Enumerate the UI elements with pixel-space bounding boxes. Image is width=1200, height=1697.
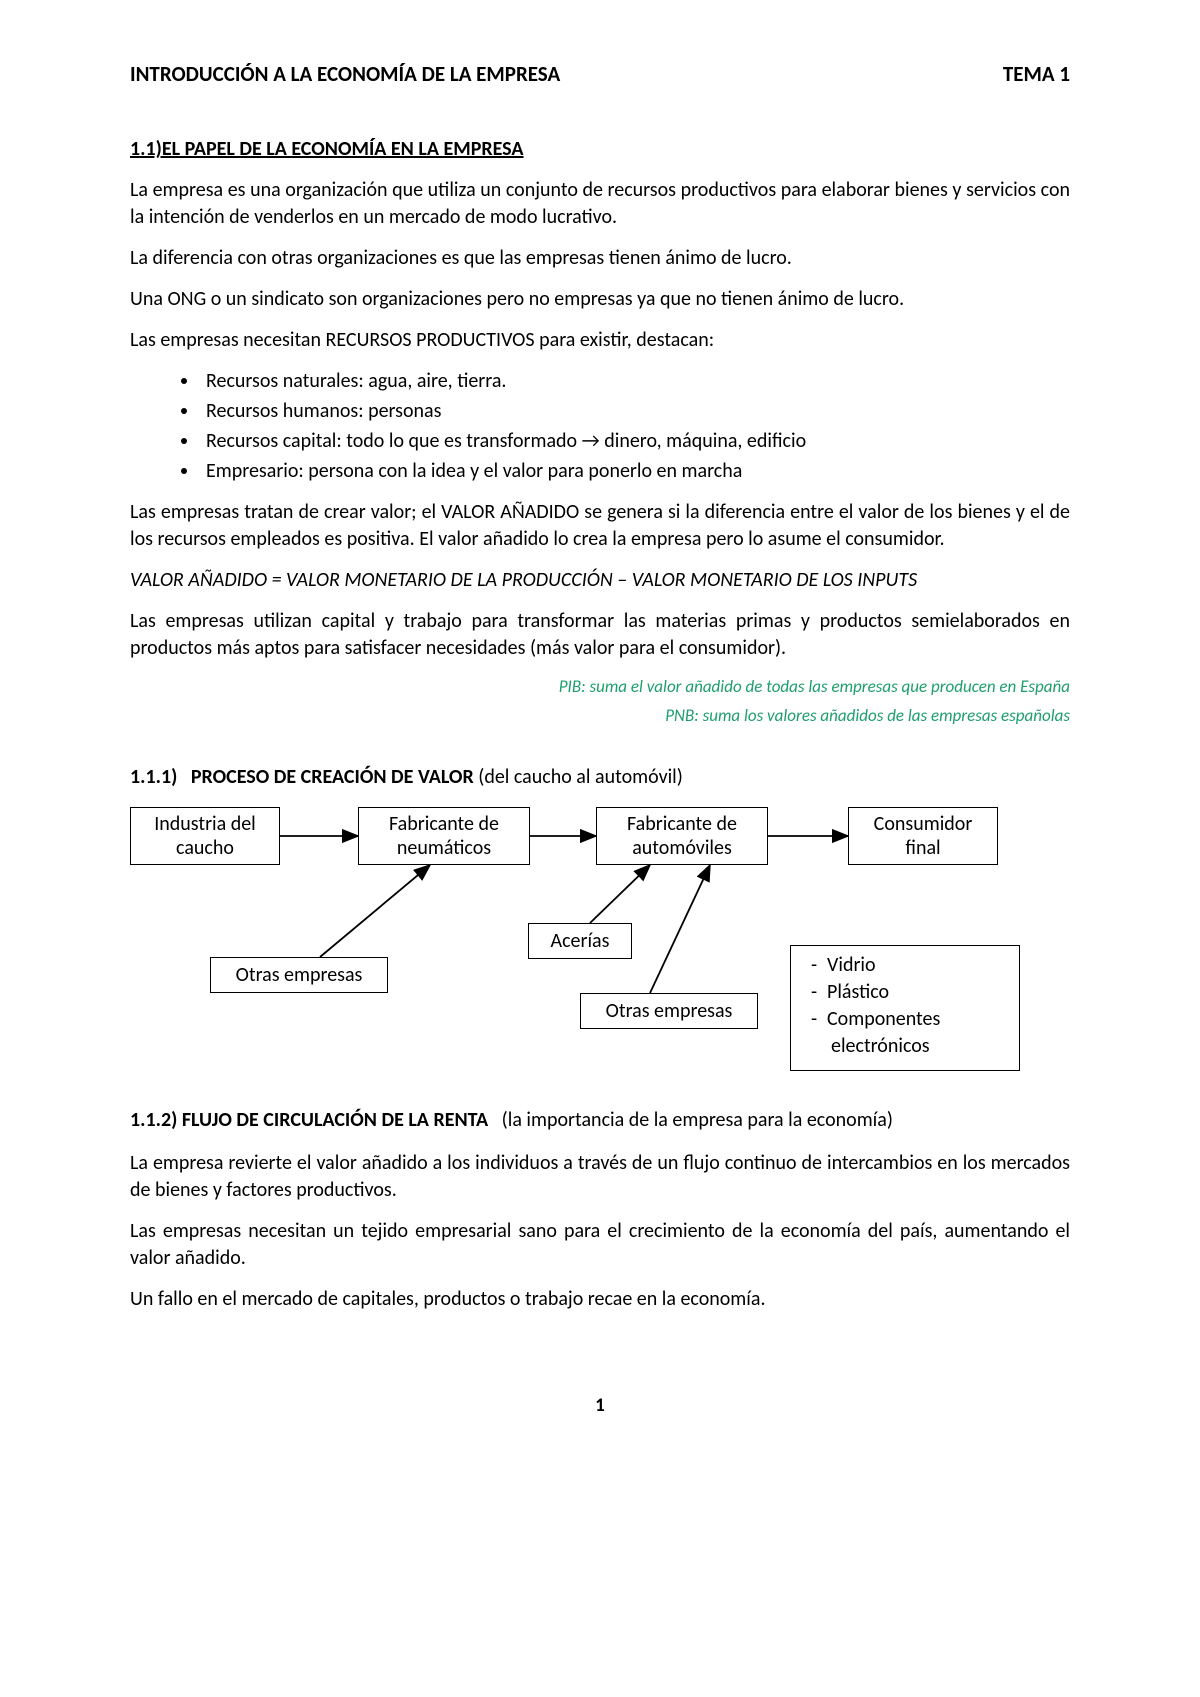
diagram-node-n4: Consumidor final (848, 807, 998, 865)
note-pib: PIB: suma el valor añadido de todas las … (130, 676, 1070, 699)
diagram-node-n1: Industria del caucho (130, 807, 280, 865)
para-112-2: Las empresas necesitan un tejido empresa… (130, 1218, 1070, 1272)
note-pnb: PNB: suma los valores añadidos de las em… (130, 705, 1070, 728)
diagram-node-n2: Fabricante de neumáticos (358, 807, 530, 865)
diagram-edge (650, 865, 710, 993)
subheading-number: 1.1.2) (130, 1108, 177, 1132)
para-5: Las empresas tratan de crear valor; el V… (130, 499, 1070, 553)
para-1: La empresa es una organización que utili… (130, 177, 1070, 231)
subheading-paren: (del caucho al automóvil) (478, 765, 683, 789)
diagram-node-n3: Fabricante de automóviles (596, 807, 768, 865)
diagram-node-n7: Otras empresas (580, 993, 758, 1029)
diagram-node-n5: Otras empresas (210, 957, 388, 993)
list-item: -Plástico (831, 979, 1003, 1006)
list-item: Empresario: persona con la idea y el val… (200, 458, 1070, 485)
diagram-node-n6: Acerías (528, 923, 632, 959)
diagram-listbox: -Vidrio-Plástico-Componentes electrónico… (790, 945, 1020, 1071)
section-1-1-2-heading: 1.1.2) FLUJO DE CIRCULACIÓN DE LA RENTA … (130, 1107, 1070, 1134)
formula-valor-anadido: VALOR AÑADIDO = VALOR MONETARIO DE LA PR… (130, 567, 1070, 594)
subheading-title: FLUJO DE CIRCULACIÓN DE LA RENTA (182, 1108, 488, 1132)
para-112-1: La empresa revierte el valor añadido a l… (130, 1150, 1070, 1204)
list-item: -Vidrio (831, 952, 1003, 979)
para-4: Las empresas necesitan RECURSOS PRODUCTI… (130, 327, 1070, 354)
para-112-3: Un fallo en el mercado de capitales, pro… (130, 1286, 1070, 1313)
para-2: La diferencia con otras organizaciones e… (130, 245, 1070, 272)
header-topic: TEMA 1 (1003, 60, 1070, 88)
section-1-1-heading: 1.1)EL PAPEL DE LA ECONOMÍA EN LA EMPRES… (130, 136, 1070, 163)
para-3: Una ONG o un sindicato son organizacione… (130, 286, 1070, 313)
para-6: Las empresas utilizan capital y trabajo … (130, 608, 1070, 662)
list-item: Recursos humanos: personas (200, 398, 1070, 425)
diagram-edge (590, 865, 650, 923)
value-creation-diagram: Industria del caucho Fabricante de neumát… (130, 807, 1070, 1077)
list-item: Recursos naturales: agua, aire, tierra. (200, 368, 1070, 395)
subheading-paren: (la importancia de la empresa para la ec… (502, 1108, 893, 1132)
section-1-1-1-heading: 1.1.1) PROCESO DE CREACIÓN DE VALOR (del… (130, 764, 1070, 791)
page-number: 1 (130, 1393, 1070, 1419)
resource-list: Recursos naturales: agua, aire, tierra. … (200, 368, 1070, 485)
subheading-number: 1.1.1) (130, 765, 177, 789)
document-page: INTRODUCCIÓN A LA ECONOMÍA DE LA EMPRESA… (0, 0, 1200, 1459)
header-title: INTRODUCCIÓN A LA ECONOMÍA DE LA EMPRESA (130, 60, 560, 88)
diagram-edge (320, 865, 430, 957)
subheading-title: PROCESO DE CREACIÓN DE VALOR (191, 765, 474, 789)
list-item: -Componentes electrónicos (831, 1006, 1003, 1060)
header-row: INTRODUCCIÓN A LA ECONOMÍA DE LA EMPRESA… (130, 60, 1070, 88)
list-item: Recursos capital: todo lo que es transfo… (200, 428, 1070, 455)
